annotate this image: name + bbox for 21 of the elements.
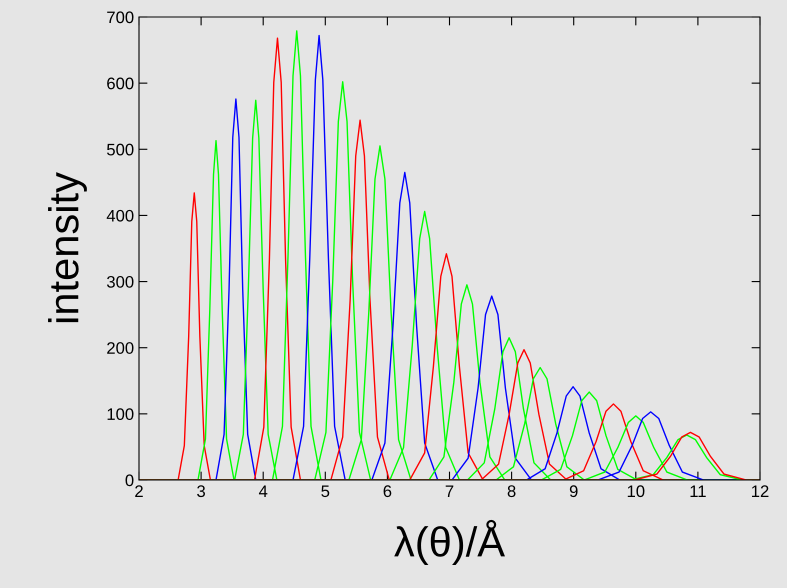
x-tick-label: 10 [628, 485, 644, 498]
x-tick-label: 7 [446, 485, 454, 497]
y-tick-label: 100 [108, 408, 134, 420]
x-tick-label: 11 [690, 485, 706, 497]
x-tick-label: 3 [197, 485, 205, 498]
y-axis-title: intensity [48, 172, 87, 322]
x-tick-label: 12 [752, 485, 768, 497]
x-tick-label: 6 [384, 485, 392, 498]
x-tick-label: 4 [258, 485, 268, 497]
x-tick-label: 2 [135, 485, 143, 497]
y-tick-label: 500 [107, 144, 134, 156]
y-tick-label: 200 [107, 342, 134, 354]
y-tick-label: 0 [126, 474, 134, 486]
x-tick-label: 9 [570, 485, 578, 498]
y-tick-label: 600 [107, 78, 134, 90]
x-tick-label: 5 [321, 485, 330, 498]
y-tick-label: 700 [107, 11, 134, 24]
x-tick-label: 8 [508, 485, 516, 498]
y-tick-label: 400 [106, 210, 134, 222]
x-axis-title: λ(θ)/Å [394, 520, 505, 565]
y-tick-label: 300 [106, 276, 134, 288]
